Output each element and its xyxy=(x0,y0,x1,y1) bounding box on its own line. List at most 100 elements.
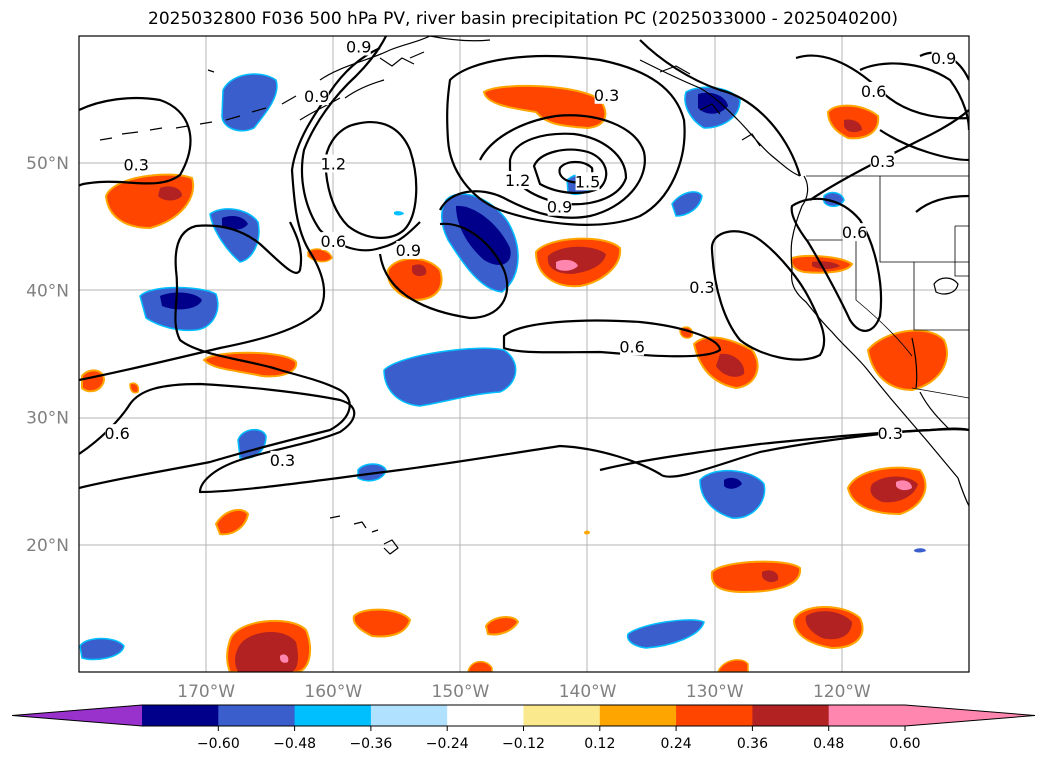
map-frame xyxy=(78,35,970,673)
pv-contour-0.3 xyxy=(710,230,826,361)
pv-contour-0.6 xyxy=(859,62,969,131)
contour-label: 0.9 xyxy=(396,241,421,260)
contour-label: 0.6 xyxy=(861,82,886,101)
pos-anomaly-area xyxy=(484,616,520,636)
colorbar-segment xyxy=(218,705,296,726)
pos-anomaly-area xyxy=(214,508,250,536)
colorbar-extend-min xyxy=(12,705,142,726)
pv-contour-0.6 xyxy=(915,194,969,213)
longitude-tick-labels: 170°W 160°W 150°W 140°W 130°W 120°W xyxy=(177,682,871,702)
pos-anomaly-area xyxy=(81,369,106,393)
contour-label: 0.3 xyxy=(123,156,148,175)
contour-label: 0.3 xyxy=(689,278,714,297)
lon-tick-label: 170°W xyxy=(177,682,235,702)
contour-label-bg xyxy=(870,151,895,170)
colorbar-segment xyxy=(294,705,372,726)
lake-outline xyxy=(933,277,959,295)
contour-label: 0.9 xyxy=(931,49,956,68)
gulf-of-california xyxy=(911,337,951,431)
figure-title: 2025032800 F036 500 hPa PV, river basin … xyxy=(148,9,898,29)
contour-label: 0.9 xyxy=(547,198,572,217)
colorbar-tick-label: 0.48 xyxy=(813,736,844,752)
colorbar-tick-label: −0.48 xyxy=(273,736,316,752)
neg-anomaly-area xyxy=(914,548,926,553)
neg-anomaly-core xyxy=(724,477,742,489)
neg-anomaly-area xyxy=(671,191,703,217)
pos-anomaly-core xyxy=(762,570,779,583)
contour-label: 0.3 xyxy=(594,86,619,105)
neg-anomaly-area xyxy=(626,619,705,649)
neg-anomaly-area xyxy=(383,347,517,407)
colorbar: −0.60 −0.48 −0.36 −0.24 −0.12 0.12 0.24 0.36 0.4… xyxy=(11,704,1036,752)
contour-label-bg xyxy=(270,450,295,469)
colorbar-segment xyxy=(676,705,753,726)
colorbar-segment xyxy=(752,705,830,726)
neg-anomaly-core xyxy=(698,92,728,114)
contour-label: 0.6 xyxy=(321,232,346,251)
us-mexico-border xyxy=(911,387,969,399)
gulf-of-alaska-coast xyxy=(409,36,491,59)
pv-contour-1.2 xyxy=(508,132,628,206)
neg-anomaly-area xyxy=(699,469,766,519)
pacific-northwest-coast xyxy=(790,175,969,507)
map-panel: 0.90.9 0.30.90.60.3 1.21.2 1.50.90.30.60.6 0… xyxy=(79,36,969,672)
contour-label: 0.3 xyxy=(877,424,902,443)
aleutian-islands xyxy=(99,69,297,141)
latitude-tick-labels: 50°N 40°N 30°N 20°N xyxy=(26,154,69,556)
contour-label-bg xyxy=(321,232,346,251)
pos-anomaly-core xyxy=(805,611,852,640)
contour-label: 0.6 xyxy=(104,424,129,443)
pos-anomaly-area xyxy=(352,608,412,638)
contour-label-bg xyxy=(396,240,421,259)
colorbar-tick-label: 0.24 xyxy=(661,736,692,752)
colorbar-tick-label: 0.12 xyxy=(584,736,615,752)
lon-tick-label: 140°W xyxy=(559,682,617,702)
pv-contour-0.6 xyxy=(502,319,722,358)
contour-label: 0.3 xyxy=(270,451,295,470)
colorbar-segment xyxy=(599,705,677,726)
pv-contour-0.3 xyxy=(79,96,192,187)
pv-contour-0.6 xyxy=(446,55,686,226)
pv-contour-0.9 xyxy=(378,222,509,320)
lon-tick-label: 120°W xyxy=(813,682,871,702)
pos-anomaly-area xyxy=(710,560,802,594)
precip-negative-anomalies xyxy=(79,73,926,661)
contour-label: 0.9 xyxy=(304,87,329,106)
pos-anomaly-peak xyxy=(280,654,289,663)
colorbar-segment xyxy=(142,705,219,726)
political-borders xyxy=(806,175,969,399)
colorbar-segment xyxy=(828,705,906,726)
precip-positive-anomalies xyxy=(81,84,948,672)
contour-label: 0.3 xyxy=(870,152,895,171)
lat-tick-label: 30°N xyxy=(26,409,69,429)
neg-anomaly-core xyxy=(222,216,248,230)
contour-label-bg xyxy=(346,37,371,56)
contour-label-bg xyxy=(690,277,714,296)
pv-contour-1.5 xyxy=(532,148,608,195)
colorbar-tick-label: −0.12 xyxy=(502,736,545,752)
contour-label-bg xyxy=(931,48,956,67)
neg-anomaly-core xyxy=(456,205,511,265)
lon-tick-label: 160°W xyxy=(304,682,362,702)
contour-label: 0.6 xyxy=(619,338,644,357)
pos-anomaly-area xyxy=(584,530,590,535)
colorbar-extend-max xyxy=(905,705,1035,726)
neg-anomaly-area xyxy=(357,463,387,482)
pv-contour-0.9 xyxy=(300,36,421,252)
colorbar-segment xyxy=(447,705,524,726)
neg-anomaly-core xyxy=(160,292,202,310)
lon-tick-label: 150°W xyxy=(432,682,490,702)
pos-anomaly-core xyxy=(812,261,840,269)
lat-tick-label: 20°N xyxy=(26,536,69,556)
hawaiian-islands xyxy=(329,515,399,555)
pos-anomaly-area xyxy=(129,382,140,394)
pv-contour-0.6 xyxy=(79,382,969,494)
pos-anomaly-core xyxy=(844,119,862,133)
contour-label: 0.6 xyxy=(842,223,867,242)
british-columbia-coast xyxy=(639,59,801,177)
pv-contour-0.3 xyxy=(879,129,969,162)
contour-label: 1.2 xyxy=(321,154,346,173)
colorbar-tick-label: −0.60 xyxy=(197,736,240,752)
contour-label-bg xyxy=(321,154,346,173)
